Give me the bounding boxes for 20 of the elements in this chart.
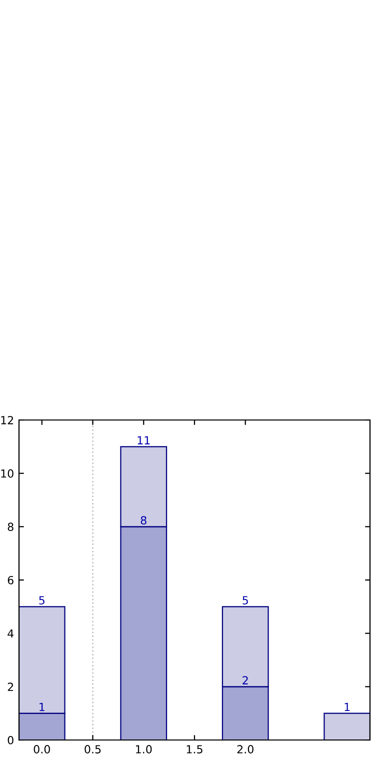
y-tick-label: 8 xyxy=(8,522,14,532)
x-tick-label: 2.0 xyxy=(237,745,254,754)
y-tick-label: 6 xyxy=(8,576,14,584)
y-tick-label: 10 xyxy=(1,469,14,478)
data-label: 2 xyxy=(242,676,248,684)
y-tick-label: 2 xyxy=(8,682,14,691)
total-label: 11 xyxy=(138,436,150,444)
total-label: 5 xyxy=(242,596,248,605)
x-tick-label: 0.5 xyxy=(84,745,101,754)
x-tick-label: 1.0 xyxy=(136,745,152,754)
data-label: 1 xyxy=(40,702,44,712)
total-label: 5 xyxy=(39,596,44,605)
total-label: 1 xyxy=(344,702,350,712)
y-tick-label: 0 xyxy=(8,736,14,744)
data-label: 8 xyxy=(140,516,146,525)
bar xyxy=(324,712,370,740)
y-tick-label: 12 xyxy=(1,416,14,424)
y-tick-label: 4 xyxy=(8,629,14,638)
x-tick-label: 1.5 xyxy=(186,745,202,754)
x-tick-label: 0.0 xyxy=(34,745,50,754)
